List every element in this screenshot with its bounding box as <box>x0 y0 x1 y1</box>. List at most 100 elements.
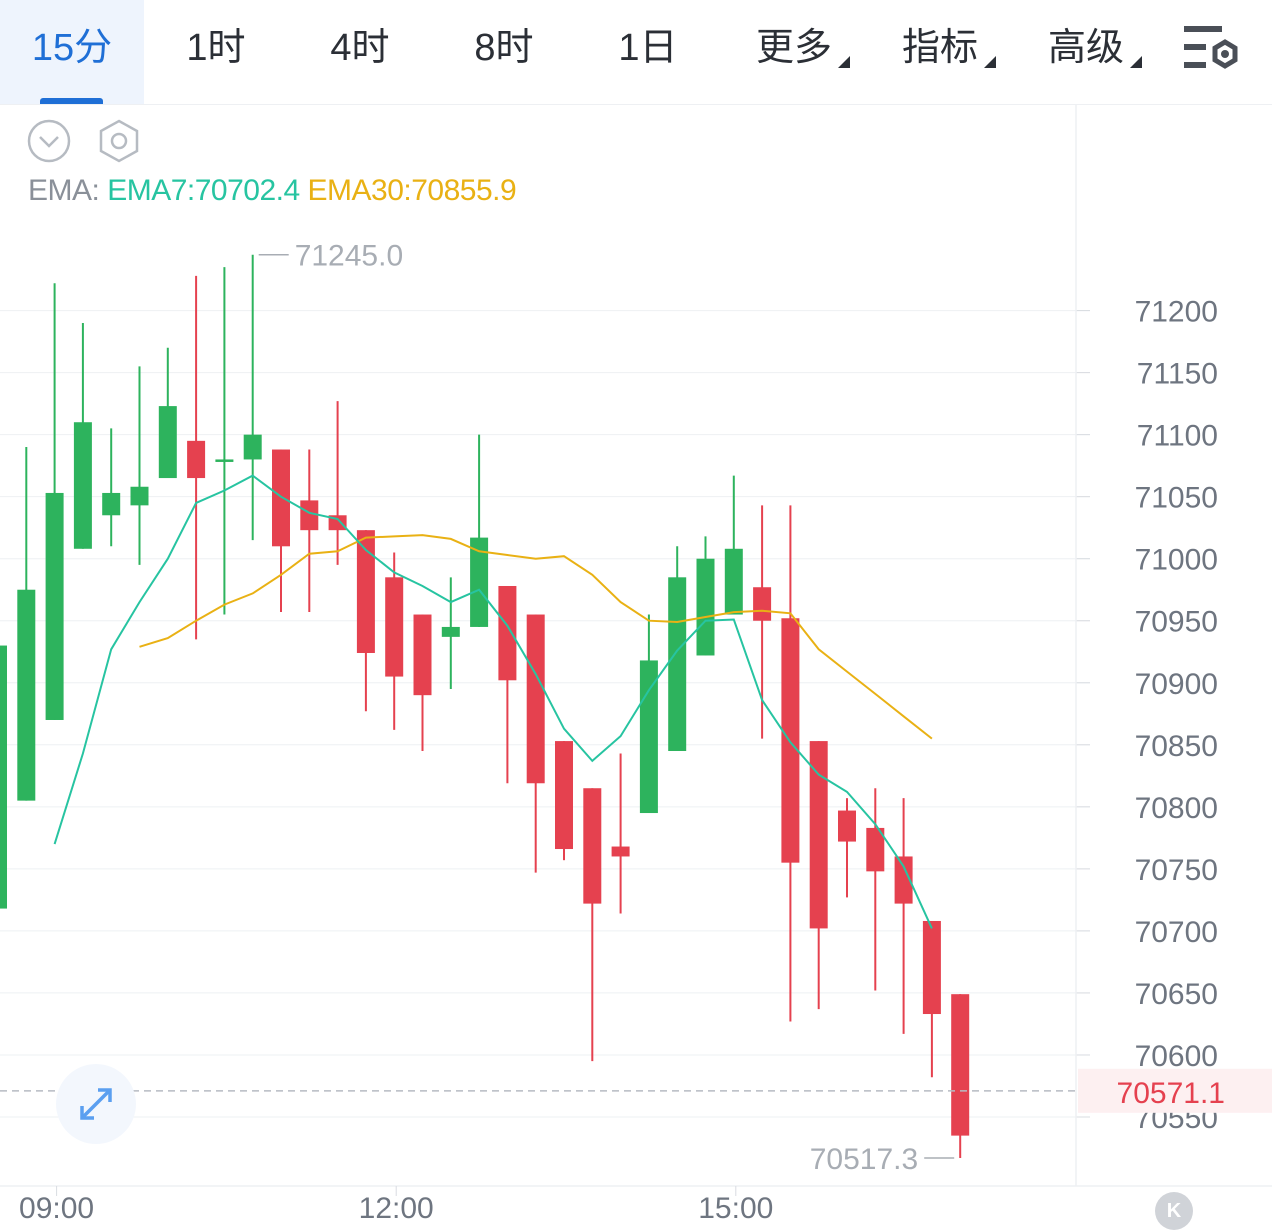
y-tick-label: 70950 <box>1135 606 1218 639</box>
y-tick-label: 70550 <box>1135 1102 1218 1135</box>
candle-down <box>498 585 517 784</box>
candle-body <box>951 994 970 1136</box>
candle-down <box>385 552 404 730</box>
candle-body <box>724 548 743 615</box>
tab-8h[interactable]: 8时 <box>432 0 576 104</box>
ema-legend: EMA: EMA7:70702.4 EMA30:70855.9 <box>28 174 517 208</box>
tab-label: 更多 <box>755 27 832 69</box>
candle-up <box>441 577 460 689</box>
candle-down <box>894 798 913 1034</box>
candle-up <box>130 366 149 565</box>
candle-body <box>639 660 658 814</box>
tab-label: 1日 <box>618 27 678 69</box>
candle-body <box>555 741 573 850</box>
candle-body <box>526 614 545 784</box>
tab-label: 1时 <box>186 27 246 69</box>
candle-body <box>809 741 828 929</box>
candle-down <box>809 741 828 1010</box>
candle-up <box>215 267 234 615</box>
candle-up <box>243 254 262 541</box>
x-tick-label: 15:00 <box>698 1192 773 1222</box>
candle-body <box>328 515 347 531</box>
chevron-down-circle-icon[interactable] <box>26 118 72 164</box>
y-tick-label: 70600 <box>1135 1040 1218 1073</box>
y-tick-label: 71100 <box>1137 420 1218 453</box>
y-tick-label: 71050 <box>1135 482 1218 515</box>
candle-body <box>470 537 489 627</box>
tab-label: 4时 <box>330 27 390 69</box>
candle-down <box>272 449 290 613</box>
tab-4h[interactable]: 4时 <box>288 0 432 104</box>
candle-body <box>385 577 404 677</box>
candle-down <box>866 788 885 991</box>
tab-label: 8时 <box>474 27 534 69</box>
candle-body <box>102 492 121 516</box>
ema-label: EMA: <box>28 174 100 207</box>
dropdown-caret-icon <box>1130 56 1142 68</box>
candle-down <box>356 530 375 712</box>
hexagon-gear-icon[interactable] <box>96 118 142 164</box>
candle-body <box>498 585 517 681</box>
candle-body <box>356 530 375 653</box>
candle-body <box>0 645 7 909</box>
candle-up <box>470 434 489 627</box>
candle-body <box>215 459 234 462</box>
candle-up <box>639 614 658 814</box>
expand-arrows-icon <box>80 1088 112 1120</box>
tab-15min[interactable]: 15分 <box>0 0 144 104</box>
candle-down <box>413 614 432 752</box>
ema30-line <box>139 534 933 740</box>
candle-body <box>696 558 715 656</box>
tab-label: 指标 <box>901 27 978 69</box>
tab-more-dropdown[interactable]: 更多 <box>730 0 876 104</box>
dropdown-caret-icon <box>984 56 996 68</box>
last-price-tag <box>1078 1068 1272 1113</box>
candle-down <box>328 401 347 565</box>
candle-up <box>668 546 687 752</box>
candle-up <box>0 645 7 909</box>
candle-down <box>781 505 800 1022</box>
candle-up <box>724 475 743 615</box>
candle-down <box>187 275 206 640</box>
k-badge-label: K <box>1166 1200 1182 1222</box>
interval-tabs: 15分 1时 4时 8时 1日 更多 指标 高级 <box>0 0 1272 105</box>
candle-body <box>413 614 432 696</box>
active-tab-indicator <box>40 98 103 104</box>
candle-body <box>243 434 262 460</box>
tab-advanced-dropdown[interactable]: 高级 <box>1022 0 1168 104</box>
y-tick-label: 71000 <box>1135 544 1218 577</box>
y-tick-label: 70700 <box>1135 916 1218 949</box>
last-price-value: 70571.1 <box>1117 1077 1225 1110</box>
candle-body <box>894 856 913 904</box>
ema7-line <box>53 474 933 929</box>
dropdown-caret-icon <box>838 56 850 68</box>
ema7-value: EMA7:70702.4 <box>107 174 300 207</box>
candle-down <box>753 505 772 739</box>
candle-down <box>922 920 941 1078</box>
candle-body <box>73 422 92 549</box>
tab-1d[interactable]: 1日 <box>576 0 720 104</box>
candle-body <box>866 827 885 872</box>
candle-body <box>130 486 149 506</box>
candle-up <box>45 283 64 720</box>
candle-up <box>696 536 715 656</box>
candle-up <box>73 322 92 549</box>
candle-down <box>583 788 602 1062</box>
y-tick-label: 71200 <box>1135 296 1218 329</box>
candle-body <box>781 618 800 863</box>
tab-indicators-dropdown[interactable]: 指标 <box>876 0 1022 104</box>
candle-body <box>300 500 319 531</box>
y-tick-label: 70850 <box>1135 730 1218 763</box>
x-tick-label: 12:00 <box>359 1192 434 1222</box>
y-tick-label: 70900 <box>1135 668 1218 701</box>
tab-label: 高级 <box>1047 27 1124 69</box>
candle-body <box>611 846 630 857</box>
candle-body <box>45 492 64 720</box>
sliders-settings-icon[interactable] <box>1180 20 1244 76</box>
y-tick-label: 70750 <box>1135 854 1218 887</box>
candle-down <box>555 741 573 861</box>
fullscreen-button[interactable] <box>56 1064 136 1144</box>
k-badge[interactable]: K <box>1155 1192 1193 1230</box>
tab-1h[interactable]: 1时 <box>144 0 288 104</box>
candle-up <box>158 347 177 479</box>
